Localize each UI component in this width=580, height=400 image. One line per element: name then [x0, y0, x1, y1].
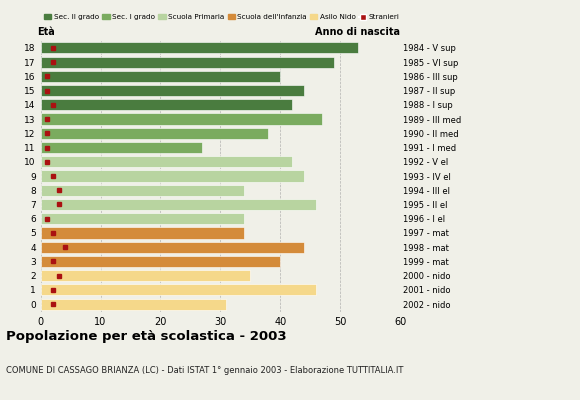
Text: Popolazione per età scolastica - 2003: Popolazione per età scolastica - 2003 — [6, 330, 287, 343]
Bar — [41, 99, 292, 110]
Bar — [41, 142, 202, 153]
Bar — [41, 114, 322, 124]
Bar — [41, 256, 280, 267]
Bar — [41, 199, 316, 210]
Legend: Sec. II grado, Sec. I grado, Scuola Primaria, Scuola dell'Infanzia, Asilo Nido, : Sec. II grado, Sec. I grado, Scuola Prim… — [44, 14, 400, 20]
Text: Età: Età — [37, 27, 55, 37]
Bar — [41, 299, 226, 310]
Bar — [41, 270, 251, 281]
Bar — [41, 284, 316, 296]
Bar — [41, 170, 305, 182]
Bar — [41, 185, 244, 196]
Bar — [41, 228, 244, 238]
Bar — [41, 156, 292, 167]
Bar — [41, 42, 358, 53]
Text: COMUNE DI CASSAGO BRIANZA (LC) - Dati ISTAT 1° gennaio 2003 - Elaborazione TUTTI: COMUNE DI CASSAGO BRIANZA (LC) - Dati IS… — [6, 366, 403, 375]
Text: Anno di nascita: Anno di nascita — [315, 27, 400, 37]
Bar — [41, 128, 269, 139]
Bar — [41, 242, 305, 253]
Bar — [41, 71, 280, 82]
Bar — [41, 85, 305, 96]
Bar — [41, 213, 244, 224]
Bar — [41, 56, 334, 68]
